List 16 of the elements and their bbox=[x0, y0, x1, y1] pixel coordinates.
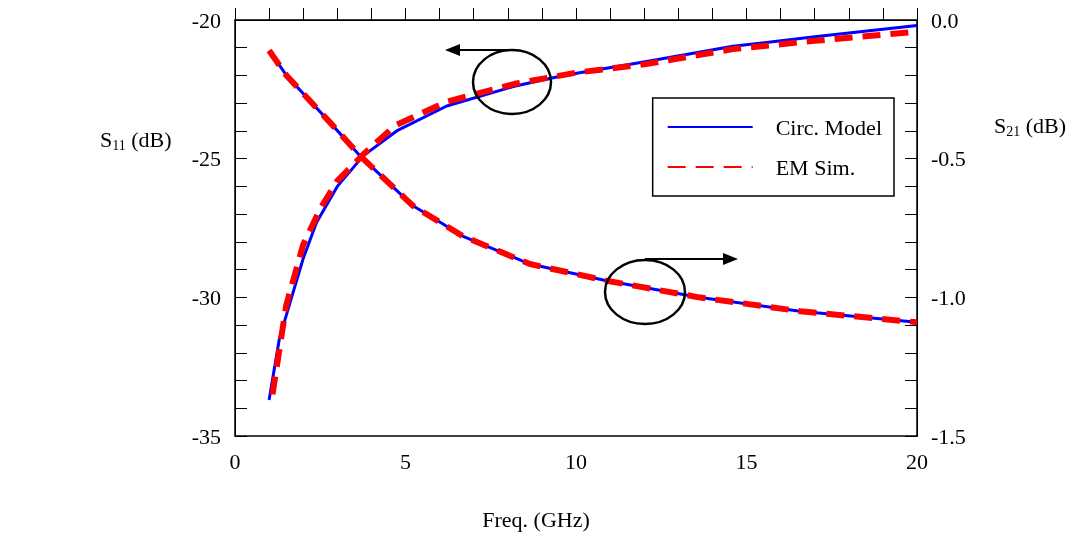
y-tick-label: -30 bbox=[191, 284, 221, 310]
y2-tick-label: -1.5 bbox=[931, 423, 966, 449]
y-tick-label: -20 bbox=[191, 7, 221, 33]
y-tick-label: -35 bbox=[191, 423, 221, 449]
x-tick-label: 5 bbox=[400, 448, 411, 474]
y2-tick-label: -0.5 bbox=[931, 146, 966, 172]
x-tick-label: 0 bbox=[229, 448, 241, 474]
y2-tick-label: 0.0 bbox=[931, 7, 959, 33]
legend-label: EM Sim. bbox=[775, 154, 856, 180]
y2-tick-label: -1.0 bbox=[931, 284, 966, 310]
legend-label: Circ. Model bbox=[775, 114, 883, 140]
y-tick-label: -25 bbox=[191, 146, 221, 172]
x-axis-title: Freq. (GHz) bbox=[482, 506, 590, 532]
x-tick-label: 10 bbox=[565, 448, 587, 474]
x-tick-label: 20 bbox=[906, 448, 928, 474]
x-tick-label: 15 bbox=[735, 448, 758, 474]
